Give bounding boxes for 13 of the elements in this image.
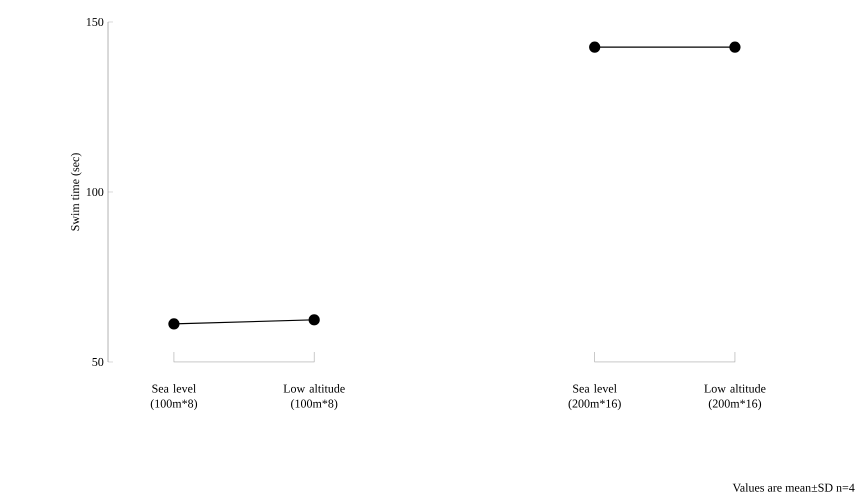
y-tick-label: 50	[92, 358, 104, 366]
y-tick-label: 150	[86, 18, 104, 26]
text: Values are mean±SD n=4	[732, 483, 855, 492]
x-tick-label: Sea level (200m*16)	[568, 384, 621, 410]
x-tick-label: Low altitude (200m*16)	[704, 384, 766, 410]
point	[308, 314, 320, 326]
y-axis-title: Swim time (sec)	[70, 153, 82, 231]
x-tick-label: Sea level (100m*8)	[150, 384, 198, 410]
point	[168, 318, 180, 330]
point	[589, 42, 600, 53]
point	[729, 42, 741, 53]
y-tick-label: 100	[86, 188, 104, 196]
x-tick-label: Low altitude (100m*8)	[284, 384, 345, 410]
